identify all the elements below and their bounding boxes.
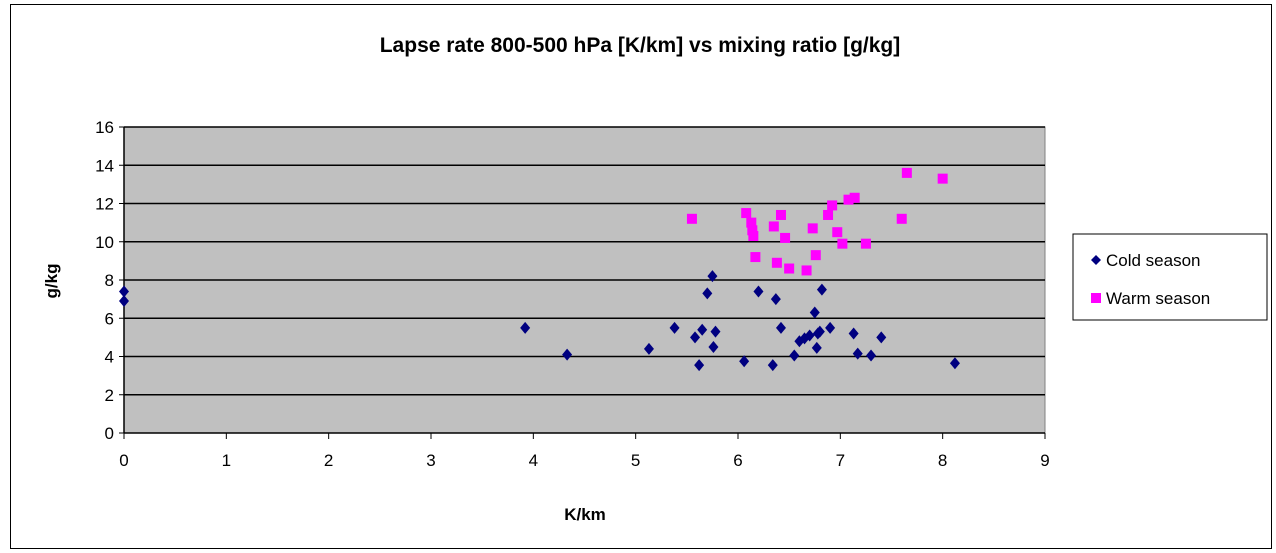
cold-season-point xyxy=(852,347,863,360)
cold-season-point xyxy=(697,323,708,336)
warm-season-point xyxy=(750,252,761,263)
cold-season-point xyxy=(119,295,129,308)
cold-season-point xyxy=(770,293,781,306)
cold-season-point xyxy=(949,357,960,370)
cold-season-point xyxy=(814,325,825,338)
cold-season-point xyxy=(876,331,887,344)
legend-marker-cold xyxy=(1091,255,1101,265)
cold-season-point xyxy=(848,327,859,340)
x-tick-label: 3 xyxy=(426,451,435,470)
warm-season-point xyxy=(780,232,791,243)
x-tick-label: 0 xyxy=(119,451,128,470)
x-tick-label: 6 xyxy=(733,451,742,470)
warm-season-point xyxy=(849,192,860,203)
legend-label-cold: Cold season xyxy=(1106,251,1201,270)
cold-season-point xyxy=(811,341,822,354)
warm-season-point xyxy=(843,194,854,205)
cold-season-point xyxy=(804,329,815,342)
cold-season-point xyxy=(809,306,820,319)
y-tick-label: 16 xyxy=(95,118,114,137)
warm-season-point xyxy=(807,223,818,234)
cold-season-point xyxy=(707,270,718,283)
warm-season-point xyxy=(746,217,757,228)
warm-season-point xyxy=(837,238,848,249)
cold-season-point xyxy=(739,355,750,368)
cold-season-point xyxy=(690,331,701,344)
cold-season-point xyxy=(669,321,680,334)
x-tick-label: 2 xyxy=(324,451,333,470)
warm-season-point xyxy=(823,209,834,220)
warm-season-point xyxy=(748,231,759,242)
cold-season-point xyxy=(643,342,654,355)
x-tick-label: 7 xyxy=(836,451,845,470)
warm-season-point xyxy=(810,250,821,261)
warm-season-point xyxy=(784,263,795,274)
y-tick-label: 8 xyxy=(105,271,114,290)
legend: Cold season Warm season xyxy=(1072,233,1268,321)
legend-box xyxy=(1072,233,1268,321)
x-tick-label: 1 xyxy=(222,451,231,470)
y-tick-label: 14 xyxy=(95,156,114,175)
cold-season-point xyxy=(866,349,877,362)
x-tick-label: 8 xyxy=(938,451,947,470)
y-tick-label: 10 xyxy=(95,233,114,252)
y-tick-label: 6 xyxy=(105,309,114,328)
warm-season-point xyxy=(747,225,758,236)
y-tick-label: 2 xyxy=(105,386,114,405)
cold-season-point xyxy=(710,325,721,338)
warm-season-point xyxy=(896,213,907,224)
cold-season-point xyxy=(767,359,778,372)
cold-season-point xyxy=(775,321,786,334)
x-tick-label: 9 xyxy=(1040,451,1049,470)
chart-title: Lapse rate 800-500 hPa [K/km] vs mixing … xyxy=(380,34,901,57)
warm-season-point xyxy=(801,265,812,276)
warm-season-point xyxy=(771,257,782,268)
cold-season-point xyxy=(753,285,764,298)
legend-label-warm: Warm season xyxy=(1106,289,1210,308)
warm-season-point xyxy=(860,238,871,249)
x-axis-label: K/km xyxy=(564,505,606,524)
cold-season-point xyxy=(702,287,713,300)
warm-season-point xyxy=(827,200,838,211)
warm-season-point xyxy=(741,208,752,219)
warm-season-point xyxy=(832,227,843,238)
warm-season-point xyxy=(937,173,948,184)
warm-season-point xyxy=(768,221,779,232)
cold-season-point xyxy=(708,340,719,353)
cold-season-point xyxy=(119,285,129,298)
warm-season-point xyxy=(686,213,697,224)
y-tick-label: 12 xyxy=(95,195,114,214)
cold-season-point xyxy=(694,359,705,372)
cold-season-point xyxy=(520,321,531,334)
x-tick-label: 4 xyxy=(529,451,538,470)
y-axis-label: g/kg xyxy=(42,264,61,299)
cold-season-point xyxy=(816,283,827,296)
cold-season-point xyxy=(789,349,800,362)
x-tick-label: 5 xyxy=(631,451,640,470)
y-tick-label: 4 xyxy=(105,348,114,367)
legend-marker-warm xyxy=(1091,293,1101,303)
warm-season-point xyxy=(901,167,912,178)
warm-season-point xyxy=(775,209,786,220)
cold-season-point xyxy=(562,348,573,361)
cold-season-point xyxy=(825,321,836,334)
y-tick-label: 0 xyxy=(105,424,114,443)
